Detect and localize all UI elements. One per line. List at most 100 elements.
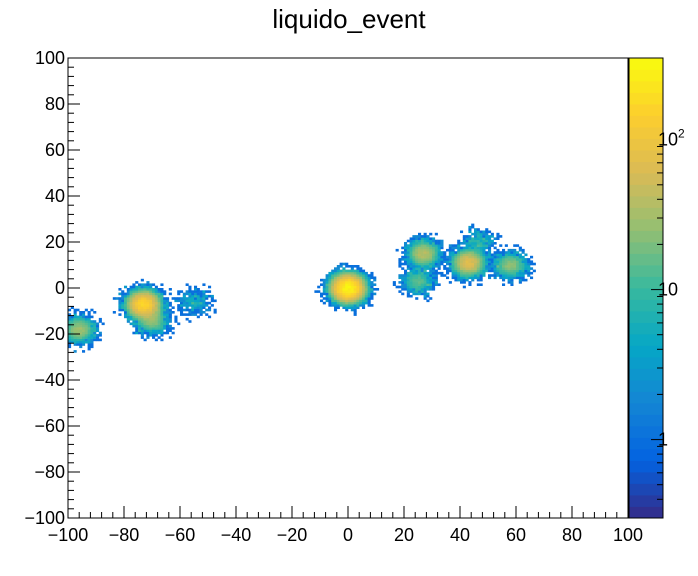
heatmap-bin (493, 246, 497, 250)
heatmap-bin (448, 258, 452, 261)
heatmap-bin (496, 262, 500, 266)
heatmap-bin (367, 299, 371, 303)
heatmap-bin (126, 306, 130, 309)
heatmap-bin (180, 311, 184, 314)
heatmap-bin (331, 276, 335, 280)
heatmap-bin (129, 294, 133, 298)
heatmap-bin (76, 329, 80, 332)
heatmap-bin (434, 253, 438, 257)
x-tick-label: −60 (165, 525, 196, 545)
heatmap-bin (73, 334, 77, 337)
heatmap-bin (488, 276, 492, 280)
heatmap-bin (471, 265, 475, 268)
heatmap-bin (440, 251, 444, 254)
heatmap-bin (350, 294, 354, 298)
heatmap-bin (79, 343, 83, 346)
heatmap-bin (126, 294, 130, 298)
heatmap-bin (82, 315, 86, 319)
heatmap-bin (84, 336, 88, 339)
palette-band (629, 69, 663, 82)
heatmap-bin (423, 255, 427, 259)
heatmap-bin (418, 255, 422, 259)
heatmap-bin (516, 258, 520, 261)
heatmap-bin (474, 274, 478, 277)
heatmap-bin (336, 276, 340, 280)
palette-band (629, 288, 663, 300)
heatmap-bin (440, 253, 444, 257)
heatmap-bin (518, 278, 522, 282)
heatmap-bin (468, 228, 472, 231)
heatmap-bin (336, 281, 340, 284)
heatmap-bin (432, 251, 436, 254)
heatmap-bin (93, 320, 97, 323)
heatmap-bin (465, 237, 469, 240)
heatmap-bin (345, 292, 349, 296)
heatmap-bin (521, 276, 525, 280)
heatmap-bin (163, 311, 167, 314)
heatmap-bin (87, 320, 91, 323)
heatmap-bin (342, 271, 346, 275)
heatmap-bin (353, 308, 357, 312)
heatmap-bin (490, 244, 494, 247)
heatmap-bin (420, 278, 424, 282)
heatmap-bin (98, 338, 102, 342)
heatmap-bin (415, 251, 419, 254)
heatmap-bin (328, 274, 332, 277)
heatmap-bin (398, 258, 402, 261)
heatmap-bin (93, 311, 97, 314)
heatmap-bin (177, 297, 181, 300)
heatmap-bin (418, 262, 422, 266)
heatmap-bin (432, 239, 436, 243)
heatmap-bin (440, 258, 444, 261)
heatmap-bin (507, 253, 511, 257)
palette-band (629, 115, 663, 128)
heatmap-bin (345, 288, 349, 291)
heatmap-bin (507, 278, 511, 282)
heatmap-bin (163, 304, 167, 307)
heatmap-bin (401, 274, 405, 277)
heatmap-bin (507, 262, 511, 266)
heatmap-bin (471, 269, 475, 273)
heatmap-bin (370, 276, 374, 280)
heatmap-bin (202, 301, 206, 305)
heatmap-bin (426, 288, 430, 291)
heatmap-bin (409, 265, 413, 268)
heatmap-bin (404, 285, 408, 289)
heatmap-bin (202, 294, 206, 298)
heatmap-bin (140, 313, 144, 316)
palette-band (629, 276, 663, 289)
heatmap-bin (521, 251, 525, 254)
heatmap-bin (194, 306, 198, 309)
heatmap-bin (398, 274, 402, 277)
heatmap-bin (87, 343, 91, 346)
heatmap-bin (516, 265, 520, 268)
heatmap-bin (146, 308, 150, 312)
heatmap-bin (325, 285, 329, 289)
heatmap-bin (87, 345, 91, 349)
heatmap-bin (152, 299, 156, 303)
heatmap-bin (194, 313, 198, 316)
heatmap-bin (471, 244, 475, 247)
heatmap-bin (157, 311, 161, 314)
heatmap-bin (510, 274, 514, 277)
heatmap-bin (213, 308, 217, 312)
heatmap-bin (462, 248, 466, 252)
heatmap-bin (331, 288, 335, 291)
heatmap-bin (143, 294, 147, 298)
heatmap-bin (415, 297, 419, 300)
heatmap-bin (336, 283, 340, 286)
heatmap-bin (140, 290, 144, 293)
heatmap-bin (474, 232, 478, 236)
heatmap-bin (143, 301, 147, 305)
heatmap-bin (423, 242, 427, 245)
heatmap-bin (132, 313, 136, 316)
heatmap-bin (404, 248, 408, 252)
heatmap-bin (409, 258, 413, 261)
heatmap-bin (367, 288, 371, 291)
heatmap-bin (401, 288, 405, 291)
heatmap-bin (507, 269, 511, 273)
heatmap-bin (68, 322, 72, 326)
heatmap-bin (339, 278, 343, 282)
heatmap-bin (468, 239, 472, 243)
